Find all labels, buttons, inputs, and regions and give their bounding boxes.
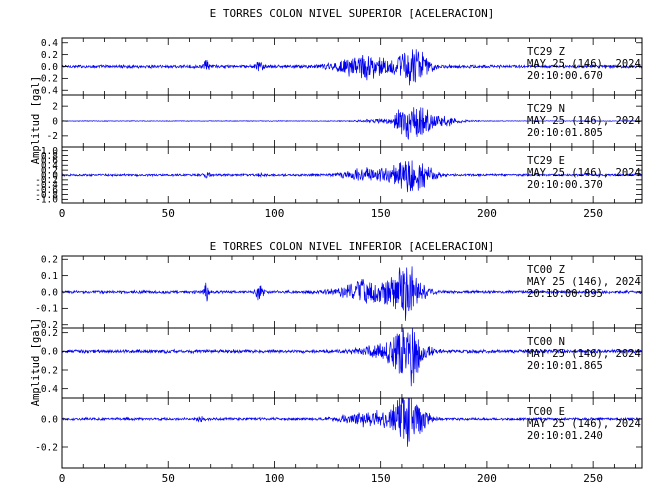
x-tick-label: 50 bbox=[162, 472, 175, 485]
x-tick-label: 200 bbox=[477, 472, 497, 485]
y-tick-label: -0.4 bbox=[35, 384, 58, 395]
ylabel-inferior: Amplitud [gal] bbox=[30, 318, 42, 407]
station-label: TC00 E bbox=[527, 406, 565, 418]
y-tick-label: -0.2 bbox=[35, 442, 58, 453]
y-tick-label: 2 bbox=[52, 101, 58, 112]
x-tick-label: 250 bbox=[583, 207, 603, 220]
y-tick-label: 0.2 bbox=[41, 328, 58, 339]
y-tick-label: -0.2 bbox=[35, 320, 58, 331]
y-tick-label: 0.0 bbox=[41, 347, 58, 358]
y-tick-label: -2 bbox=[47, 131, 58, 142]
station-label: TC00 N bbox=[527, 336, 565, 348]
panel-tc29-e: 1.00.80.60.40.20.0-0.2-0.4-0.6-0.8-1.0 TC… bbox=[35, 146, 643, 206]
chart-title-superior: E TORRES COLON NIVEL SUPERIOR [ACELERACI… bbox=[210, 7, 495, 20]
y-tick-label: 0.2 bbox=[41, 50, 58, 61]
date-label: MAY 25 (146), 2024 bbox=[527, 167, 641, 179]
x-tick-label: 200 bbox=[477, 207, 497, 220]
date-label: MAY 25 (146), 2024 bbox=[527, 348, 641, 360]
x-tick-label: 100 bbox=[265, 207, 285, 220]
trace-tc29-e bbox=[62, 160, 642, 193]
y-tick-label: 0.6 bbox=[41, 156, 58, 167]
time-label: 20:10:00.895 bbox=[527, 288, 603, 300]
y-tick-label: 0.8 bbox=[41, 151, 58, 162]
y-tick-label: 0 bbox=[52, 116, 58, 127]
date-label: MAY 25 (146), 2024 bbox=[527, 276, 641, 288]
time-label: 20:10:00.670 bbox=[527, 70, 603, 82]
x-tick-label: 150 bbox=[371, 472, 391, 485]
x-tick-label: 0 bbox=[59, 472, 66, 485]
y-tick-label: 0.4 bbox=[41, 161, 58, 172]
time-label: 20:10:01.805 bbox=[527, 127, 603, 139]
y-tick-label: -0.2 bbox=[35, 175, 58, 186]
time-label: 20:10:01.865 bbox=[527, 360, 603, 372]
station-label: TC29 N bbox=[527, 103, 565, 115]
x-tick-label: 50 bbox=[162, 207, 175, 220]
trace-tc00-n bbox=[62, 328, 642, 387]
time-label: 20:10:01.240 bbox=[527, 430, 603, 442]
ylabel-superior: Amplitud [gal] bbox=[30, 76, 42, 165]
y-tick-label: 0.1 bbox=[41, 271, 58, 282]
y-tick-label: -1.0 bbox=[35, 195, 58, 206]
y-tick-label: -0.1 bbox=[35, 304, 58, 315]
y-tick-label: -0.4 bbox=[35, 180, 58, 191]
date-label: MAY 25 (146), 2024 bbox=[527, 115, 641, 127]
date-label: MAY 25 (146), 2024 bbox=[527, 418, 641, 430]
time-label: 20:10:00.370 bbox=[527, 179, 603, 191]
trace-tc29-n bbox=[62, 107, 642, 140]
y-tick-label: 0.4 bbox=[41, 38, 58, 49]
station-label: TC29 Z bbox=[527, 46, 565, 58]
y-tick-label: -0.2 bbox=[35, 365, 58, 376]
x-tick-label: 150 bbox=[371, 207, 391, 220]
station-label: TC00 Z bbox=[527, 264, 565, 276]
x-tick-label: 0 bbox=[59, 207, 66, 220]
y-tick-label: 0.2 bbox=[41, 165, 58, 176]
y-tick-label: -0.8 bbox=[35, 190, 58, 201]
trace-tc00-z bbox=[62, 266, 642, 321]
trace-tc29-z bbox=[62, 49, 642, 86]
y-tick-label: 0.0 bbox=[41, 170, 58, 181]
panel-frame bbox=[61, 397, 643, 469]
y-tick-label: 0.0 bbox=[41, 414, 58, 425]
x-tick-label: 100 bbox=[265, 472, 285, 485]
y-tick-label: 0.0 bbox=[41, 62, 58, 73]
station-label: TC29 E bbox=[527, 155, 565, 167]
chart-title-inferior: E TORRES COLON NIVEL INFERIOR [ACELERACI… bbox=[210, 240, 495, 253]
y-tick-label: 1.0 bbox=[41, 146, 58, 157]
y-tick-label: 0.2 bbox=[41, 255, 58, 266]
y-tick-label: -0.4 bbox=[35, 86, 58, 97]
x-tick-label: 250 bbox=[583, 472, 603, 485]
date-label: MAY 25 (146), 2024 bbox=[527, 58, 641, 70]
y-tick-label: -0.2 bbox=[35, 74, 58, 85]
y-tick-label: -0.6 bbox=[35, 185, 58, 196]
y-tick-label: 0.0 bbox=[41, 287, 58, 298]
trace-tc00-e bbox=[62, 398, 642, 447]
